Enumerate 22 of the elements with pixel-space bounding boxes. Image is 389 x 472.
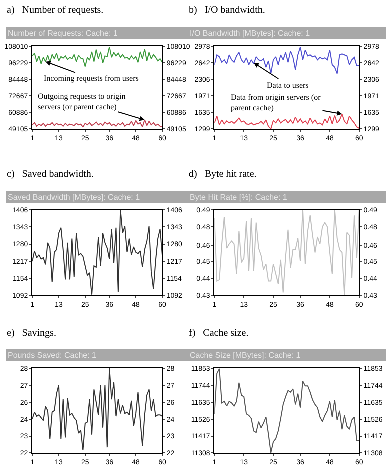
chart-subtitle: I/O Bandwidth [MBytes]: Cache: 1 xyxy=(190,29,311,38)
chart-title: d) Byte hit rate. xyxy=(189,169,257,180)
chart-subtitle: Number of Requests: Cache: 1 xyxy=(8,29,118,38)
line-series xyxy=(214,210,360,296)
chart-title: f) Cache size. xyxy=(189,328,249,339)
line-series xyxy=(214,368,360,454)
chart-subtitle: Pounds Saved: Cache: 1 xyxy=(8,351,98,360)
annotation: Data from origin servers (or parent cache) xyxy=(231,93,322,112)
line-series xyxy=(32,210,162,296)
line-series xyxy=(32,46,162,68)
chart-title: b) I/O bandwidth. xyxy=(189,5,266,16)
line-series xyxy=(214,46,360,74)
chart-subtitle: Saved Bandwidth [MBytes]: Cache: 1 xyxy=(8,193,141,202)
chart-subtitle: Byte Hit Rate [%]: Cache: 1 xyxy=(190,193,288,202)
chart-title: a) Number of requests. xyxy=(7,5,104,16)
line-series xyxy=(32,368,162,451)
annotation: Outgoing requests to origin servers (or parent cache) xyxy=(38,92,126,112)
chart-subtitle: Cache Size [MBytes]: Cache: 1 xyxy=(190,351,302,360)
chart-title: c) Saved bandwidth. xyxy=(7,169,94,180)
annotation: Incoming requests from users xyxy=(44,74,139,83)
chart-title: e) Savings. xyxy=(7,328,56,339)
annotation: Data to users xyxy=(267,81,309,90)
